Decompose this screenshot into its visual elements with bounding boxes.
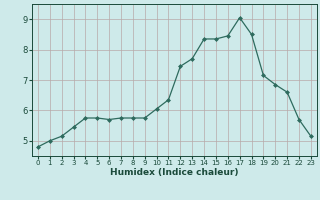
X-axis label: Humidex (Indice chaleur): Humidex (Indice chaleur) [110, 168, 239, 177]
